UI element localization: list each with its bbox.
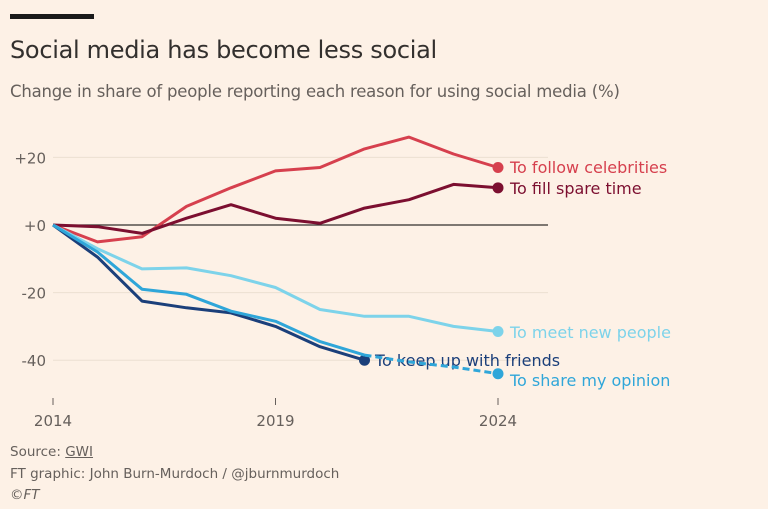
copyright: ©FT [10,487,40,503]
credit: FT graphic: John Burn-Murdoch / @jburnmu… [10,466,340,482]
series-line-dashed [364,353,499,376]
y-tick-label: +20 [14,149,46,167]
y-tick-label: -40 [22,352,47,370]
chart-subtitle: Change in share of people reporting each… [10,82,620,101]
series-end-dot [492,182,504,194]
series-label: To share my opinion [509,371,670,390]
x-tick-label: 2014 [34,412,72,430]
y-tick-label: -20 [22,285,47,303]
x-tick-label: 2019 [256,412,294,430]
series-line [52,223,499,333]
series-line [52,223,365,362]
y-tick-label: +0 [24,217,46,235]
series-label: To meet new people [509,323,671,342]
ft-brand-bar [10,14,94,19]
series-line [52,223,365,357]
series-end-dot [359,354,370,366]
source-label: Source: [10,444,61,460]
x-tick-label: 2024 [479,412,517,430]
series-end-dot [492,162,504,174]
series-line [52,135,499,244]
series-label: To fill spare time [509,179,642,198]
source-line: Source: GWI [10,444,93,460]
source-link[interactable]: GWI [65,444,94,460]
chart-title: Social media has become less social [10,36,437,64]
series-end-dot [492,368,504,380]
series-end-dot [492,325,504,337]
series-label: To keep up with friends [374,351,560,370]
series-line [52,182,499,235]
series-label: To follow celebrities [509,158,667,177]
